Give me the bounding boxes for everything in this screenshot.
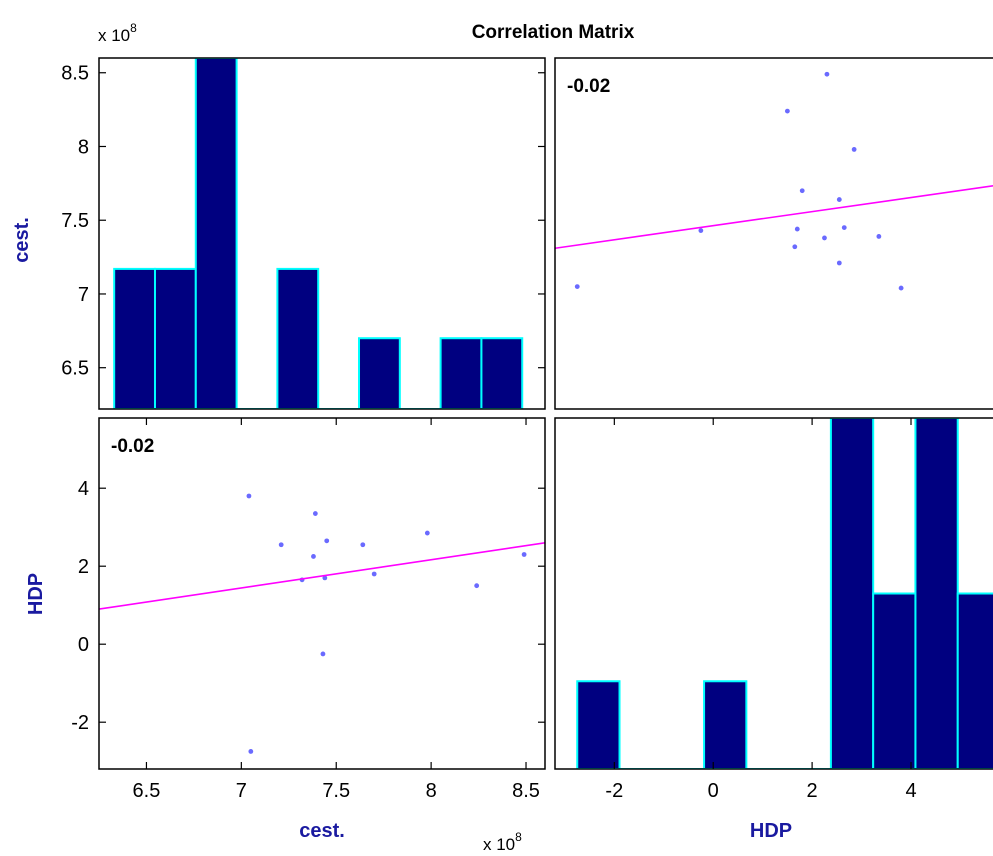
panel-1-0-xtick-label-1: 7 — [236, 780, 247, 802]
panel-0-1-plot-area — [555, 71, 993, 291]
x-axis-label-col-1: HDP — [750, 820, 792, 842]
panel-0-1: -0.02 — [554, 57, 993, 410]
panel-1-0-xtick-label-0: 6.5 — [133, 780, 161, 802]
top-scale-base: x 10 — [98, 26, 130, 45]
panel-0-0-bar-2 — [194, 58, 238, 409]
panel-1-1-plot-area — [576, 418, 993, 769]
panel-0-0: 6.5 7 7.5 8 8.5 — [61, 57, 546, 410]
panel-1-0-xtick-label-3: 8 — [426, 780, 437, 802]
panel-1-0-point-9 — [371, 571, 377, 577]
panel-0-1-point-6 — [794, 226, 800, 232]
panel-1-0-ytick-label-2: 2 — [78, 556, 89, 578]
panel-1-1-xtick-label-1: 0 — [708, 780, 719, 802]
panels-layer: 6.5 7 7.5 8 8.5 -0.02 -0.02 -2 0 2 4 6.5 7 7.5 8 8.5 -2 0… — [61, 57, 993, 802]
panel-1-0-point-1 — [278, 542, 284, 548]
panel-1-1: -2 0 2 4 — [554, 417, 993, 802]
panel-0-1-point-5 — [698, 228, 704, 233]
panel-1-0-point-4 — [312, 511, 318, 516]
panel-1-0-point-8 — [360, 542, 366, 548]
panel-1-0-frame — [98, 417, 546, 770]
panel-0-0-ytick-label-4: 8.5 — [61, 63, 89, 85]
panel-0-1-point-4 — [876, 234, 882, 239]
panel-0-0-ytick-label-1: 7 — [78, 284, 89, 306]
panel-1-0-point-10 — [424, 530, 430, 536]
panel-1-0-correlation-label: -0.02 — [111, 436, 154, 457]
panel-1-0-point-6 — [322, 575, 328, 581]
panel-0-1-point-11 — [784, 108, 790, 114]
panel-1-0-background — [99, 418, 545, 769]
panel-0-1-point-1 — [836, 260, 842, 266]
panel-0-1-point-12 — [824, 71, 830, 77]
panel-0-1-fit-line — [555, 185, 993, 250]
panel-1-0: -0.02 -2 0 2 4 6.5 7 7.5 8 8.5 — [71, 417, 546, 802]
panel-1-1-xtick-label-3: 4 — [905, 780, 916, 802]
panel-0-1-correlation-label: -0.02 — [567, 76, 610, 97]
top-scale-label: x 108 — [98, 21, 137, 45]
panel-0-0-bar-9 — [480, 337, 524, 409]
bottom-scale-label: x 108 — [483, 830, 522, 854]
chart-title: Correlation Matrix — [472, 22, 635, 43]
x-axis-label-col-0: cest. — [299, 820, 345, 842]
panel-1-0-point-0 — [246, 493, 252, 499]
panel-1-1-xtick-label-2: 2 — [807, 780, 818, 802]
bottom-scale-base: x 10 — [483, 835, 515, 854]
panel-0-1-point-10 — [851, 147, 857, 152]
panel-0-0-plot-area — [113, 58, 524, 409]
panel-0-1-background — [555, 58, 993, 409]
panel-0-1-point-8 — [836, 197, 842, 202]
panel-1-0-xtick-label-2: 7.5 — [322, 780, 350, 802]
panel-1-1-xtick-label-0: -2 — [605, 780, 623, 802]
panel-1-1-bar-3 — [703, 680, 748, 769]
panel-1-0-fit-line — [99, 542, 545, 610]
panel-0-1-point-7 — [841, 225, 847, 231]
panel-0-1-point-0 — [898, 285, 904, 291]
panel-0-0-ytick-label-3: 8 — [78, 136, 89, 158]
panel-0-1-point-3 — [822, 235, 827, 241]
panel-1-0-point-11 — [474, 583, 480, 589]
y-axis-label-row-0: cest. — [11, 217, 33, 263]
panel-1-0-plot-area — [99, 493, 545, 754]
panel-1-0-point-12 — [521, 552, 527, 557]
panel-1-0-ytick-label-0: -2 — [71, 712, 89, 734]
panel-1-0-xtick-label-4: 8.5 — [512, 780, 540, 802]
panel-0-0-ytick-label-2: 7.5 — [61, 210, 89, 232]
panel-0-1-point-2 — [792, 244, 798, 250]
panel-1-1-bar-0 — [576, 680, 621, 769]
panel-1-0-point-7 — [324, 538, 330, 544]
panel-0-0-bar-0 — [113, 267, 156, 409]
panel-1-0-point-5 — [320, 651, 326, 657]
panel-1-1-frame — [554, 417, 993, 770]
panel-1-1-bar-9 — [956, 592, 993, 769]
panel-1-1-bar-6 — [829, 418, 875, 769]
panel-0-0-bar-4 — [276, 267, 320, 409]
panel-1-0-ytick-label-1: 0 — [78, 634, 89, 656]
panel-0-0-bar-8 — [439, 337, 483, 409]
panel-0-0-ytick-label-0: 6.5 — [61, 358, 89, 380]
panel-1-1-bar-7 — [872, 592, 917, 769]
panel-1-0-ytick-label-3: 4 — [78, 478, 89, 500]
panel-0-0-bar-1 — [153, 267, 197, 409]
panel-0-1-frame — [554, 57, 993, 410]
y-axis-label-row-1: HDP — [25, 573, 47, 615]
panel-0-0-frame — [98, 57, 546, 410]
panel-0-1-point-13 — [574, 284, 580, 289]
panel-1-0-point-3 — [311, 554, 316, 559]
top-scale-exponent: 8 — [130, 21, 137, 35]
panel-1-0-point-13 — [248, 749, 254, 754]
bottom-scale-exponent: 8 — [515, 830, 522, 844]
panel-0-1-point-9 — [799, 188, 805, 194]
panel-0-0-bar-6 — [358, 337, 401, 409]
panel-1-1-bar-8 — [914, 418, 959, 769]
